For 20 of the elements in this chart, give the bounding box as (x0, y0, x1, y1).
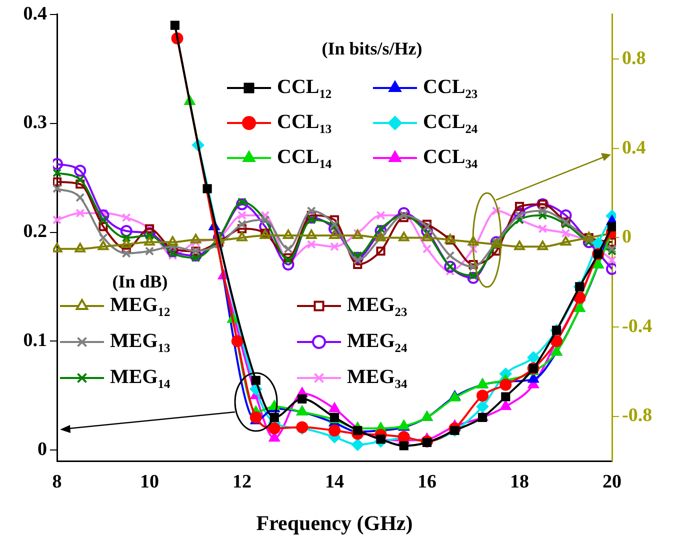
x-tick-label: 12 (232, 471, 252, 492)
x-tick-label: 10 (140, 471, 159, 492)
x-tick-label: 20 (602, 471, 622, 492)
y2-tick-label: -0.4 (622, 316, 653, 337)
y-tick-label: 0 (38, 439, 47, 460)
x-tick-label: 14 (325, 471, 344, 492)
x-axis-title: Frequency (GHz) (256, 510, 413, 535)
annotation: (In dB) (112, 272, 168, 292)
x-tick-label: 16 (418, 471, 436, 492)
y-tick-label: 0.3 (23, 112, 47, 134)
annotation: (In bits/s/Hz) (322, 38, 422, 59)
y-tick-label: 0.4 (23, 3, 48, 24)
y2-tick-label: 0 (622, 226, 632, 248)
y2-tick-label: -0.8 (622, 405, 652, 426)
y-tick-label: 0.2 (23, 221, 47, 242)
x-tick-label: 8 (52, 471, 62, 492)
y2-tick-label: 0.8 (622, 48, 646, 69)
y2-tick-label: 0.4 (622, 137, 646, 158)
y-tick-label: 0.1 (23, 330, 47, 352)
x-tick-label: 18 (510, 471, 529, 492)
